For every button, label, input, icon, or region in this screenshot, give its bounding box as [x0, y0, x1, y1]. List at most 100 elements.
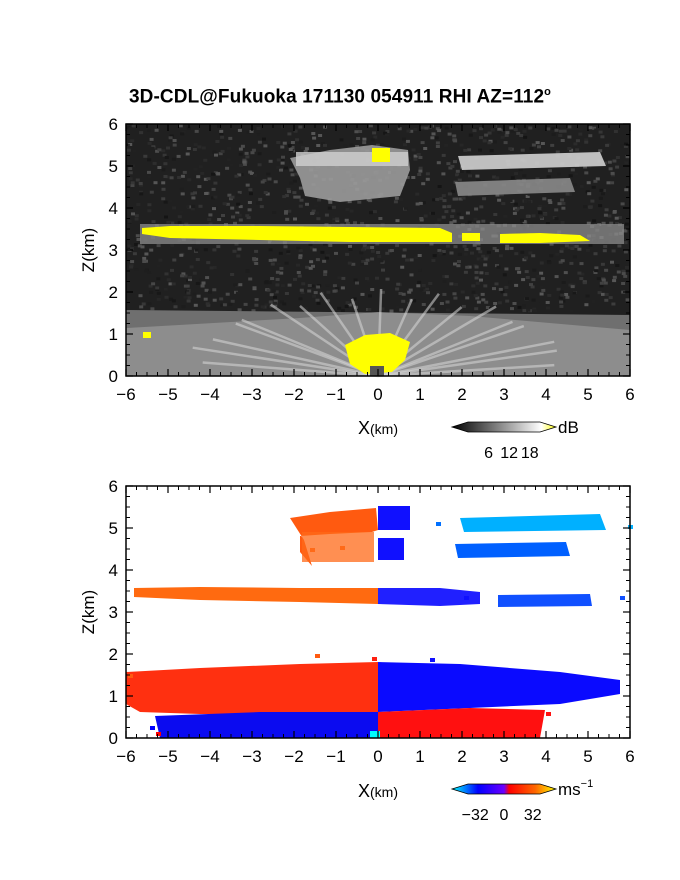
noise-speck [499, 193, 504, 197]
noise-speck [404, 206, 408, 210]
noise-speck [176, 154, 181, 158]
noise-speck [140, 245, 145, 249]
cloud-layer-east2-echo [498, 594, 592, 607]
noise-speck [568, 174, 573, 178]
noise-speck [420, 126, 425, 130]
noise-speck [599, 281, 604, 285]
near-field-ray [192, 346, 379, 378]
noise-speck [332, 289, 337, 293]
noise-speck [457, 252, 462, 256]
noise-speck [560, 221, 565, 224]
noise-speck [257, 152, 262, 156]
noise-speck [187, 178, 192, 182]
noise-speck [600, 262, 605, 266]
noise-speck [411, 148, 416, 152]
noise-speck [298, 186, 303, 190]
noise-speck [272, 211, 277, 214]
noise-speck [516, 131, 521, 135]
noise-speck [613, 130, 618, 133]
noise-speck [345, 207, 350, 211]
velocity-speck [372, 657, 377, 661]
noise-speck [130, 139, 135, 143]
velocity-speck [610, 690, 615, 694]
noise-speck [366, 198, 371, 202]
noise-speck [190, 207, 195, 211]
noise-speck [536, 274, 541, 278]
noise-speck [149, 137, 154, 141]
noise-speck [608, 296, 613, 300]
noise-speck [525, 276, 530, 279]
noise-speck [520, 250, 525, 254]
noise-speck [150, 146, 155, 150]
noise-speck [286, 250, 291, 254]
noise-speck [479, 153, 484, 157]
noise-speck [561, 299, 566, 303]
noise-speck [147, 158, 152, 162]
velocity-speck [150, 726, 155, 730]
noise-speck [612, 275, 617, 279]
noise-speck [543, 212, 548, 216]
upper-west-echo-lower [302, 532, 374, 562]
noise-speck [560, 247, 565, 251]
noise-speck [349, 143, 354, 147]
noise-speck [298, 204, 303, 208]
boundary-layer-west-echo [126, 662, 378, 716]
noise-speck [163, 162, 168, 166]
db-colorbar-tick-label: 12 [500, 445, 518, 462]
noise-speck [557, 202, 562, 206]
noise-speck [474, 254, 479, 258]
noise-speck [407, 290, 412, 294]
noise-speck [245, 214, 250, 218]
noise-speck [293, 129, 298, 133]
noise-speck [600, 135, 605, 139]
noise-speck [278, 251, 283, 255]
noise-speck [409, 129, 414, 133]
noise-speck [573, 142, 578, 146]
noise-speck [284, 292, 289, 295]
noise-speck [617, 216, 622, 220]
noise-speck [345, 222, 350, 225]
noise-speck [139, 183, 143, 187]
velocity-x-tick-label: −2 [284, 747, 303, 766]
noise-speck [583, 205, 587, 209]
noise-speck [311, 209, 316, 213]
noise-speck [625, 155, 630, 159]
backscatter-y-tick-label: 2 [109, 283, 118, 302]
noise-speck [345, 301, 350, 305]
noise-speck [381, 144, 386, 148]
noise-speck [602, 249, 607, 253]
noise-speck [334, 251, 338, 255]
noise-speck [617, 244, 622, 248]
upper-east-echo-lower [455, 542, 570, 558]
noise-speck [273, 301, 278, 305]
noise-speck [551, 126, 556, 130]
noise-speck [238, 218, 243, 222]
noise-speck [212, 288, 217, 292]
noise-speck [242, 160, 247, 164]
noise-speck [586, 181, 591, 185]
noise-speck [528, 126, 533, 130]
noise-speck [164, 272, 169, 276]
noise-speck [621, 272, 626, 276]
velocity-speck [340, 546, 345, 550]
noise-speck [575, 139, 580, 143]
noise-speck [275, 277, 280, 281]
velocity-y-tick-label: 3 [109, 603, 118, 622]
noise-speck [136, 203, 141, 206]
noise-speck [235, 193, 240, 197]
noise-speck [564, 244, 569, 248]
noise-speck [287, 144, 292, 148]
noise-speck [349, 209, 354, 213]
noise-speck [364, 261, 369, 265]
noise-speck [273, 299, 278, 303]
noise-speck [500, 290, 505, 294]
noise-speck [163, 200, 168, 204]
velocity-colorbar [450, 783, 558, 795]
noise-speck [447, 192, 452, 196]
noise-speck [623, 241, 628, 245]
noise-speck [251, 309, 256, 313]
velocity-field [126, 506, 620, 738]
velocity-speck [620, 596, 625, 600]
noise-speck [318, 134, 323, 137]
noise-speck [323, 270, 328, 274]
